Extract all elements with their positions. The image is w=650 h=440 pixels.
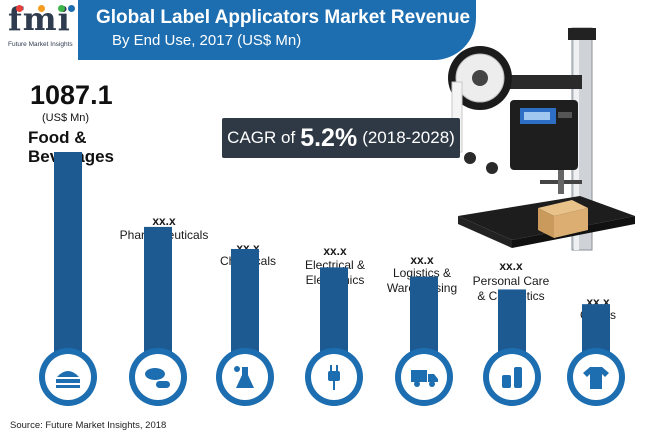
logistics-label-line1: Logistics &: [392, 266, 452, 280]
fmi-logo: fmi Future Market Insights: [8, 0, 78, 60]
chemical-beaker-icon: [234, 366, 254, 388]
logistics-value: xx.x: [410, 253, 434, 267]
logo-dot-orange: [38, 5, 45, 12]
bar-pharmaceuticals: [144, 226, 172, 358]
delivery-truck-icon: [411, 370, 438, 387]
logo-dot-blue: [68, 5, 75, 12]
cagr-value: 5.2%: [300, 123, 358, 152]
personal-care-value: xx.x: [499, 259, 523, 273]
bar-electrical-electronics: [320, 267, 348, 358]
cagr-range: (2018-2028): [362, 128, 455, 147]
bar-logistics-warehousing: [410, 276, 438, 358]
electrical-label-line1: Electrical &: [304, 258, 366, 272]
logo-dot-green: [58, 5, 65, 12]
logo-dot-red: [16, 5, 23, 12]
pills-icon: [145, 368, 170, 388]
bar-personal-care-cosmetics: [498, 289, 526, 358]
pharmaceuticals-value: xx.x: [152, 214, 176, 228]
chart-subtitle: By End Use, 2017 (US$ Mn): [112, 32, 302, 49]
electrical-value: xx.x: [323, 244, 347, 258]
title-banner: [78, 0, 476, 60]
logo-caption: Future Market Insights: [8, 41, 73, 48]
cosmetics-icon: [502, 367, 522, 388]
food-beverages-label-line1: Food &: [28, 128, 87, 147]
label-applicator-machine-illustration: [448, 27, 635, 251]
source-note: Source: Future Market Insights, 2018: [10, 420, 167, 431]
badge-inner-personal-care-cosmetics: [489, 354, 535, 400]
bar-food-beverages: [54, 152, 82, 358]
food-icon: [56, 371, 80, 388]
food-beverages-value: 1087.1: [30, 80, 113, 110]
food-beverages-unit: (US$ Mn): [42, 112, 90, 124]
personal-care-label-line1: Personal Care: [472, 274, 550, 288]
clothing-icon: [583, 367, 609, 389]
chart-title: Global Label Applicators Market Revenue: [96, 7, 471, 28]
cagr-label: CAGR of: [227, 128, 296, 147]
cagr-box: CAGR of 5.2% (2018-2028): [222, 118, 460, 158]
electric-plug-icon: [328, 365, 340, 390]
bar-chemicals: [231, 248, 259, 358]
